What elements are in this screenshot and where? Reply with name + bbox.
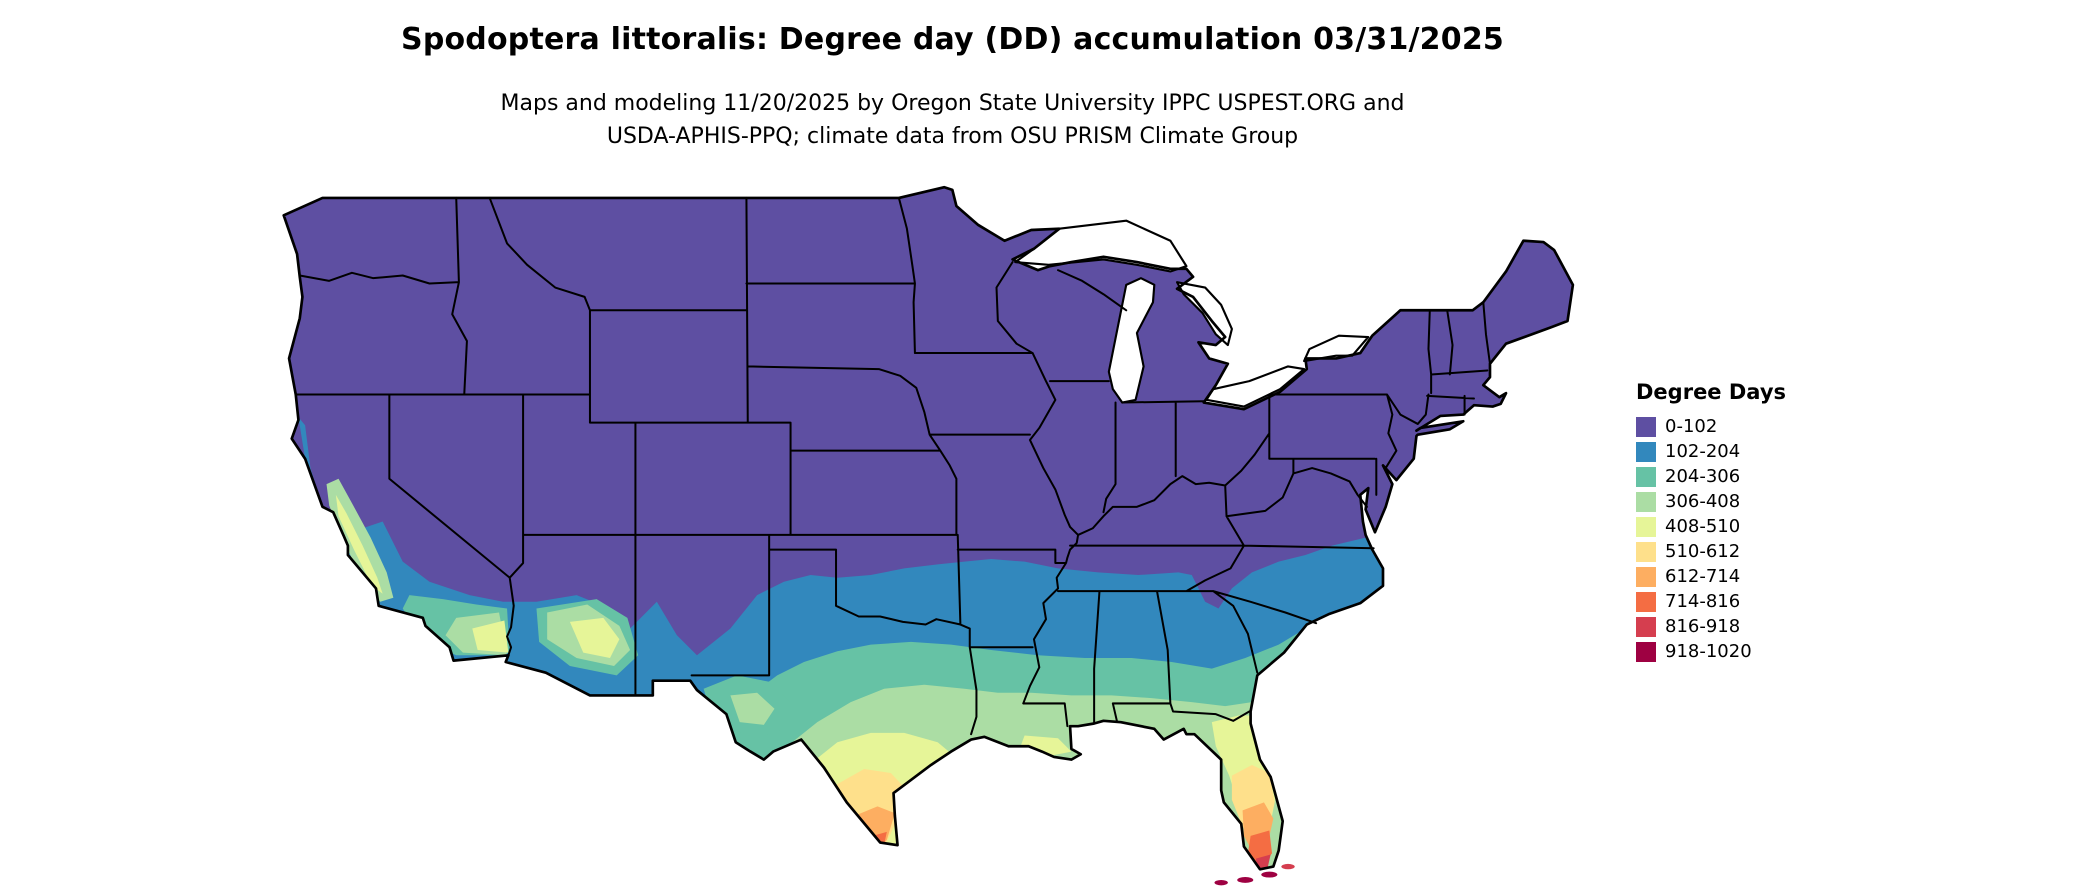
legend-swatch	[1636, 466, 1656, 487]
keys-dot	[1261, 871, 1278, 878]
lake-michigan	[1107, 277, 1156, 404]
legend-item-0-102: 0-102	[1636, 414, 1786, 439]
legend-item-204-306: 204-306	[1636, 464, 1786, 489]
legend-label: 612-714	[1665, 566, 1741, 587]
region-valley-core-408-510	[335, 494, 383, 594]
legend-label: 714-816	[1665, 591, 1741, 612]
state-borders	[294, 196, 1491, 736]
florida-keys	[1214, 863, 1295, 886]
legend-item-714-816: 714-816	[1636, 589, 1786, 614]
legend: Degree Days 0-102 102-204 204-306 306-408 40…	[1636, 380, 1786, 664]
region-texas-tip-612-714	[854, 806, 895, 856]
legend-item-918-1020: 918-1020	[1636, 639, 1786, 664]
header: Spodoptera littoralis: Degree day (DD) a…	[0, 22, 1905, 153]
legend-item-306-408: 306-408	[1636, 489, 1786, 514]
legend-label: 918-1020	[1665, 641, 1752, 662]
legend-swatch	[1636, 591, 1656, 612]
legend-swatch	[1636, 516, 1656, 537]
legend-swatch	[1636, 566, 1656, 587]
region-bigbend-306-408	[730, 692, 775, 725]
legend-swatch	[1636, 541, 1656, 562]
lake-erie	[1205, 365, 1306, 408]
legend-item-408-510: 408-510	[1636, 514, 1786, 539]
legend-label: 0-102	[1665, 416, 1718, 437]
legend-label: 102-204	[1665, 441, 1741, 462]
region-yuma-408-510	[472, 620, 509, 653]
legend-swatch	[1636, 616, 1656, 637]
map-title: Spodoptera littoralis: Degree day (DD) a…	[401, 22, 1504, 57]
legend-label: 510-612	[1665, 541, 1741, 562]
legend-items: 0-102 102-204 204-306 306-408 408-510 510-612…	[1636, 414, 1786, 664]
legend-label: 408-510	[1665, 516, 1741, 537]
legend-title: Degree Days	[1636, 380, 1787, 404]
us-outline	[282, 185, 1575, 871]
legend-swatch	[1636, 641, 1656, 662]
map-subtitle-line2: USDA-APHIS-PPQ; climate data from OSU PR…	[606, 124, 1299, 149]
legend-item-816-918: 816-918	[1636, 614, 1786, 639]
legend-item-612-714: 612-714	[1636, 564, 1786, 589]
region-arizona-core-408-510	[569, 617, 620, 658]
legend-label: 306-408	[1665, 491, 1741, 512]
keys-dot	[1214, 879, 1228, 886]
legend-item-102-204: 102-204	[1636, 439, 1786, 464]
lake-superior	[1014, 219, 1188, 273]
keys-dot	[1281, 863, 1295, 870]
legend-swatch	[1636, 416, 1656, 437]
legend-item-510-612: 510-612	[1636, 539, 1786, 564]
degree-day-regions	[283, 187, 1573, 870]
keys-dot	[1237, 877, 1254, 883]
legend-label: 204-306	[1665, 466, 1741, 487]
legend-label: 816-918	[1665, 616, 1741, 637]
map-subtitle-line1: Maps and modeling 11/20/2025 by Oregon S…	[500, 91, 1405, 116]
legend-swatch	[1636, 441, 1656, 462]
legend-swatch	[1636, 491, 1656, 512]
